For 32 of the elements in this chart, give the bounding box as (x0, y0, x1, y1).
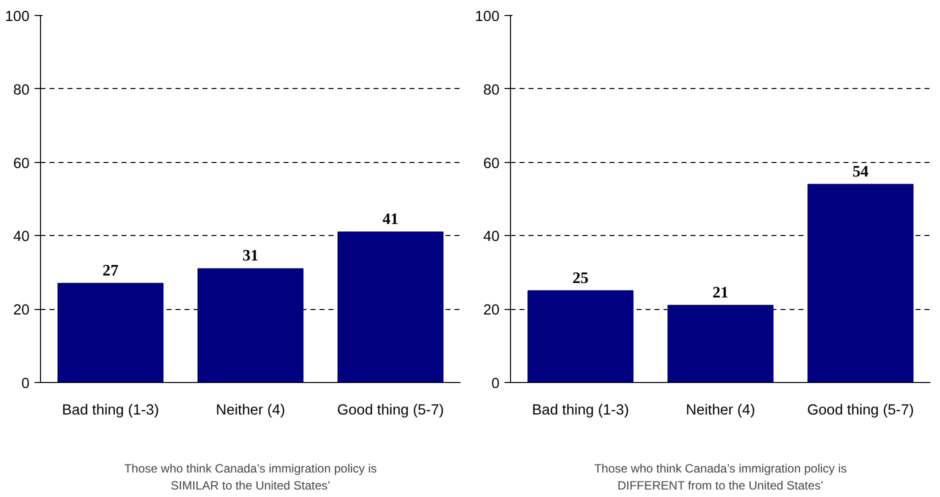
x-tick-label: Good thing (5-7) (337, 402, 444, 418)
y-tick-label: 40 (13, 229, 30, 246)
data-label: 41 (382, 211, 398, 228)
bar (338, 232, 444, 382)
data-label: 31 (242, 248, 258, 265)
data-label: 27 (102, 262, 118, 280)
x-axis-title: Those who think Canada’s immigration policy is DIFFERENT from to the United States’ (594, 462, 847, 492)
x-tick-label: Bad thing (1-3) (532, 402, 629, 418)
y-tick-label: 100 (5, 9, 30, 25)
x-tick-label: Neither (4) (686, 402, 756, 418)
y-tick-label: 60 (13, 156, 30, 172)
y-tick-label: 0 (21, 376, 30, 392)
y-tick-label: 40 (483, 229, 500, 246)
y-tick-label: 60 (483, 156, 500, 172)
bar (198, 268, 304, 382)
data-label: 25 (572, 270, 588, 287)
data-label: 21 (712, 284, 728, 302)
y-tick-label: 100 (475, 9, 500, 25)
data-label: 54 (852, 163, 868, 180)
y-tick-label: 0 (491, 376, 500, 392)
x-tick-label: Bad thing (1-3) (62, 402, 159, 418)
y-tick-label: 20 (483, 302, 500, 319)
y-tick-label: 80 (13, 82, 30, 98)
y-tick-label: 20 (13, 302, 30, 319)
bar (528, 290, 634, 382)
bar (58, 282, 164, 382)
x-tick-label: Good thing (5-7) (807, 402, 914, 418)
x-axis-title: Those who think Canada’s immigration policy is SIMILAR to the United States’ (124, 462, 377, 492)
bar (668, 304, 774, 382)
x-tick-label: Neither (4) (216, 402, 286, 418)
y-tick-label: 80 (483, 82, 500, 98)
bar (808, 184, 914, 382)
